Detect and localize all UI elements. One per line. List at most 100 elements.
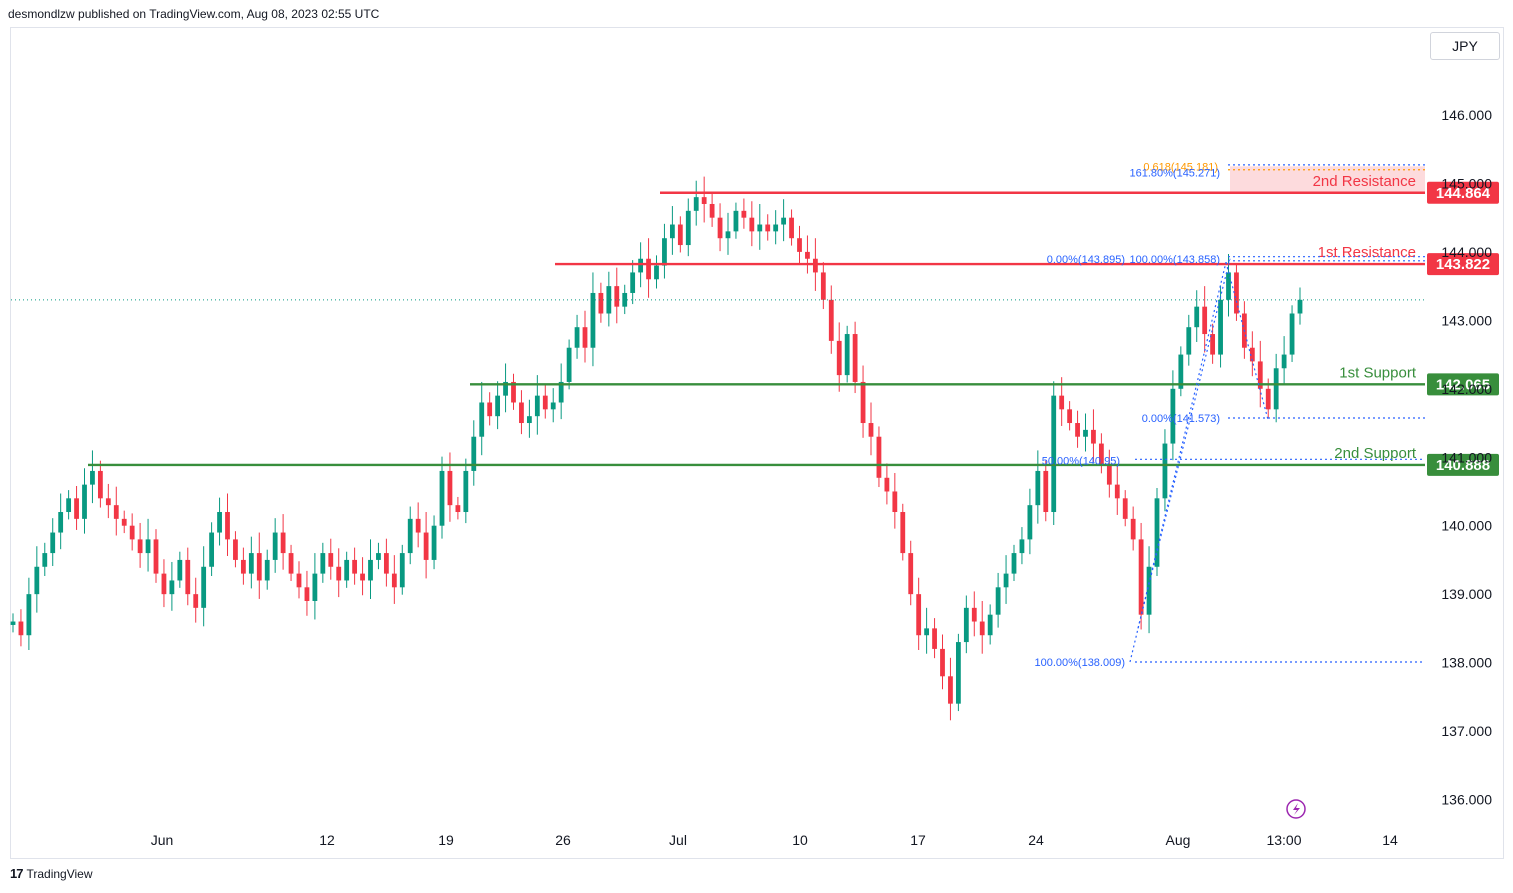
candle-body bbox=[765, 224, 771, 232]
candle bbox=[1083, 413, 1088, 452]
candle bbox=[828, 285, 834, 354]
candle bbox=[860, 365, 866, 438]
price-tag bbox=[1427, 453, 1499, 476]
candle bbox=[773, 210, 779, 245]
candle bbox=[765, 214, 771, 241]
candle bbox=[169, 561, 175, 611]
candle-body bbox=[1011, 553, 1017, 574]
candle-body bbox=[121, 518, 127, 526]
candle-body bbox=[654, 265, 659, 280]
candle bbox=[399, 544, 405, 595]
candle bbox=[1098, 433, 1104, 474]
candle-body bbox=[129, 525, 135, 540]
price-tag-label: 142.065 bbox=[1436, 376, 1490, 393]
candle bbox=[209, 522, 215, 577]
candle bbox=[606, 271, 612, 327]
candle-body bbox=[828, 299, 834, 341]
candle-body bbox=[1114, 484, 1120, 499]
candle-body bbox=[1273, 368, 1279, 410]
x-tick-label: 12 bbox=[319, 832, 335, 848]
candle bbox=[789, 209, 794, 246]
candle bbox=[1091, 409, 1096, 463]
candle-body bbox=[852, 334, 858, 382]
x-tick-label: Jun bbox=[151, 832, 174, 848]
candle-body bbox=[153, 539, 159, 574]
candle-body bbox=[963, 607, 969, 643]
candle bbox=[511, 373, 516, 410]
candle bbox=[34, 546, 40, 613]
candle-body bbox=[526, 416, 532, 424]
candle-body bbox=[1170, 388, 1176, 444]
candle-body bbox=[391, 573, 397, 588]
candle bbox=[868, 402, 874, 456]
candle-body bbox=[193, 594, 199, 608]
x-tick-label: 13:00 bbox=[1266, 832, 1301, 848]
candle bbox=[447, 452, 453, 522]
candle-body bbox=[1051, 395, 1057, 513]
candle bbox=[542, 385, 548, 419]
candle-body bbox=[757, 224, 763, 232]
fib-line bbox=[1129, 262, 1227, 663]
candle-body bbox=[90, 470, 95, 485]
candle-body bbox=[701, 197, 707, 204]
lightning-icon[interactable] bbox=[1286, 799, 1306, 819]
candle-body bbox=[1210, 334, 1216, 355]
candle bbox=[1067, 401, 1073, 431]
candle bbox=[42, 542, 48, 577]
candle bbox=[646, 238, 651, 298]
candle bbox=[1257, 340, 1263, 408]
candle-body bbox=[360, 573, 365, 581]
candle-body bbox=[463, 470, 469, 513]
candle-body bbox=[709, 203, 715, 218]
candle bbox=[1130, 506, 1136, 551]
candle bbox=[1249, 331, 1255, 377]
candle bbox=[558, 363, 564, 420]
candle bbox=[1234, 264, 1239, 321]
candle-body bbox=[582, 327, 588, 348]
candle bbox=[193, 577, 199, 623]
candle-body bbox=[280, 532, 286, 554]
candle bbox=[352, 547, 358, 585]
candle-body bbox=[892, 491, 898, 513]
candle bbox=[844, 325, 850, 383]
candle bbox=[1178, 346, 1184, 397]
candle-body bbox=[447, 470, 453, 506]
resistance-level-label: 2nd Resistance bbox=[1313, 173, 1416, 190]
candle bbox=[1218, 285, 1223, 368]
candle-body bbox=[638, 258, 644, 273]
candle-body bbox=[1138, 539, 1144, 615]
candle bbox=[66, 490, 72, 520]
x-tick-label: 17 bbox=[910, 832, 926, 848]
candle bbox=[463, 458, 469, 524]
candle bbox=[725, 212, 731, 255]
candle-body bbox=[368, 559, 373, 581]
support-level-label: 2nd Support bbox=[1334, 445, 1417, 462]
candle-body bbox=[1202, 306, 1208, 335]
candle-body bbox=[868, 423, 874, 437]
candle-body bbox=[566, 347, 572, 382]
y-tick-label: 141.000 bbox=[1441, 449, 1492, 465]
candle bbox=[487, 392, 493, 426]
candle bbox=[1186, 314, 1192, 366]
candle bbox=[582, 310, 588, 363]
candle-body bbox=[1106, 464, 1112, 485]
x-tick-label: Jul bbox=[669, 832, 687, 848]
candle bbox=[336, 548, 342, 598]
candle bbox=[328, 538, 334, 580]
currency-selector[interactable]: JPY bbox=[1430, 32, 1500, 60]
candle-body bbox=[1289, 313, 1295, 355]
candle-body bbox=[836, 340, 842, 376]
candle-body bbox=[233, 539, 238, 560]
candle-body bbox=[1194, 306, 1200, 328]
candle bbox=[58, 493, 64, 550]
candle bbox=[225, 493, 230, 557]
candle bbox=[320, 542, 326, 583]
candle-body bbox=[201, 566, 207, 608]
candle-body bbox=[550, 402, 556, 410]
candle bbox=[113, 486, 119, 536]
candle bbox=[376, 542, 381, 570]
candle bbox=[50, 518, 56, 567]
candle-body bbox=[884, 477, 890, 492]
candle bbox=[900, 503, 906, 561]
